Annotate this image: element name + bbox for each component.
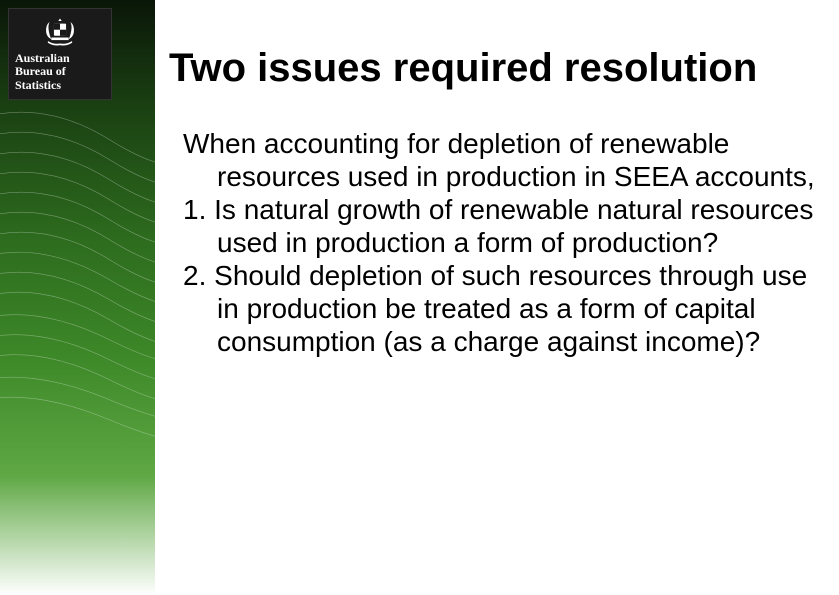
- slide-content: Two issues required resolution When acco…: [155, 0, 839, 595]
- item-text: Should depletion of such resources throu…: [206, 260, 807, 357]
- slide-body: When accounting for depletion of renewab…: [183, 127, 829, 358]
- slide-title: Two issues required resolution: [169, 46, 839, 91]
- list-item-1: 1. Is natural growth of renewable natura…: [183, 193, 829, 259]
- intro-text: When accounting for depletion of renewab…: [183, 127, 829, 193]
- logo-text: Australian Bureau of Statistics: [13, 52, 107, 93]
- coat-of-arms-icon: [38, 15, 82, 50]
- list-item-2: 2. Should depletion of such resources th…: [183, 259, 829, 358]
- item-text: Is natural growth of renewable natural r…: [206, 194, 813, 258]
- sidebar-decorative: Australian Bureau of Statistics: [0, 0, 155, 595]
- sidebar-wave-lines: [0, 70, 155, 570]
- item-number: 2.: [183, 260, 206, 291]
- abs-logo: Australian Bureau of Statistics: [8, 8, 112, 100]
- item-number: 1.: [183, 194, 206, 225]
